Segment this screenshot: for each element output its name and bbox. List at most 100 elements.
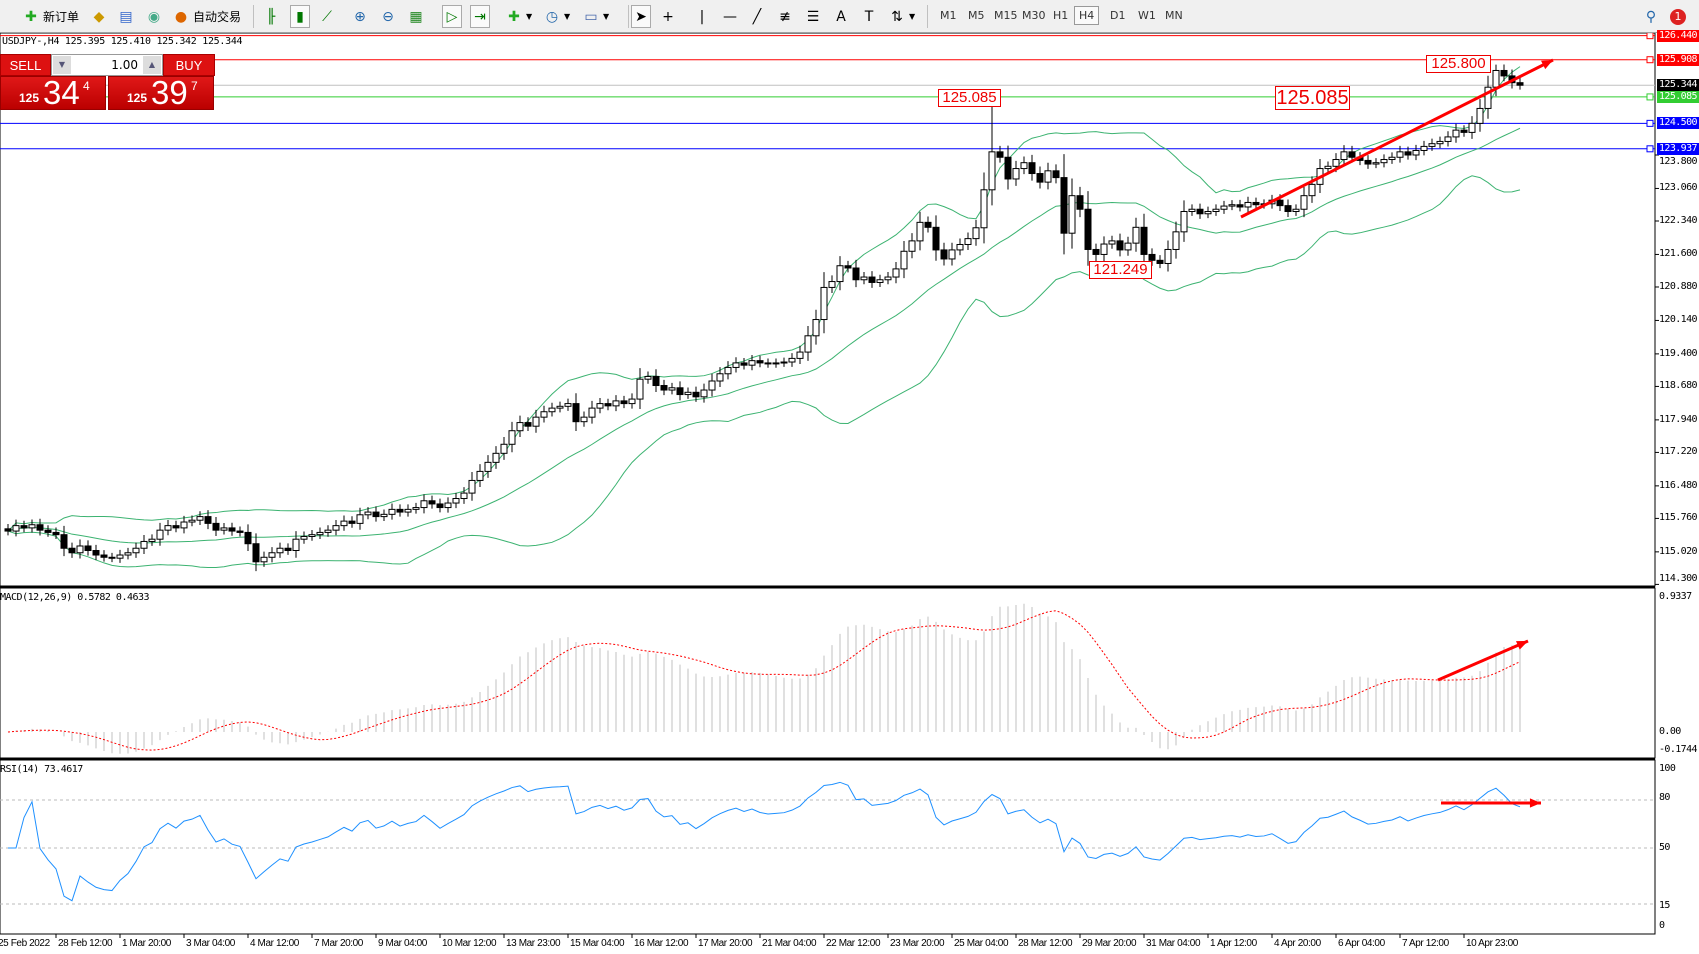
lot-increase-button[interactable]: ▲ — [143, 56, 161, 74]
timeframe-d1[interactable]: D1 — [1110, 9, 1126, 22]
price-annotation[interactable]: 121.249 — [1089, 261, 1152, 279]
signal-button[interactable]: ◉ — [145, 5, 163, 28]
zoom-out-button[interactable]: ⊖ — [379, 5, 397, 28]
bull-candle — [1180, 211, 1188, 233]
templates-button[interactable]: ▭ ▼ — [582, 5, 609, 28]
cursor-icon: ➤ — [635, 8, 647, 25]
timeframe-m15[interactable]: M15 — [994, 9, 1018, 22]
rsi-axis-15: 15 — [1659, 900, 1670, 911]
search-button[interactable]: ⚲ — [1642, 5, 1660, 28]
bull-candle — [1244, 201, 1252, 208]
trendline-button[interactable]: ╱ — [748, 5, 766, 28]
fibonacci-button[interactable]: ≢ — [776, 5, 794, 28]
macd-axis-min: -0.1744 — [1659, 744, 1698, 755]
vertical-line-button[interactable]: | — [693, 5, 711, 28]
bear-candle — [1060, 177, 1068, 234]
pane-frame — [0, 759, 1656, 935]
chart-shift-icon: ⇥ — [474, 8, 486, 25]
bull-candle — [1332, 159, 1340, 167]
line-handle — [1646, 93, 1654, 101]
bull-candle — [636, 378, 644, 400]
bollinger-upper — [7, 66, 1521, 532]
separator — [253, 5, 254, 28]
bear-candle — [1116, 240, 1124, 251]
line-chart-button[interactable]: ⟋ — [318, 5, 336, 28]
auto-trading-button[interactable]: ● 自动交易 — [172, 5, 241, 28]
bear-candle — [756, 360, 764, 364]
lot-decrease-button[interactable]: ▼ — [53, 56, 71, 74]
bull-candle — [596, 403, 604, 409]
auto-trading-label: 自动交易 — [193, 10, 242, 24]
bear-candle — [1036, 173, 1044, 183]
bear-candle — [1348, 151, 1356, 158]
auto-scroll-button[interactable]: ▷ — [442, 5, 462, 28]
line-handle — [1646, 145, 1654, 153]
lot-size-stepper[interactable]: ▼ 1.00 ▲ — [51, 54, 163, 76]
buy-button[interactable]: BUY — [163, 54, 215, 76]
text-icon: A — [836, 8, 846, 25]
bull-candle — [156, 529, 164, 540]
price-annotation[interactable]: 125.800 — [1426, 55, 1491, 73]
timeframe-m5[interactable]: M5 — [968, 9, 985, 22]
horizontal-line-button[interactable]: — — [721, 5, 739, 28]
timeframe-w1[interactable]: W1 — [1138, 9, 1156, 22]
chart-shift-button[interactable]: ⇥ — [470, 5, 490, 28]
bull-candle — [972, 227, 980, 240]
time-axis-label: 21 Mar 04:00 — [762, 938, 817, 949]
price-axis-label: 122.340 — [1659, 214, 1698, 226]
timeframe-m1[interactable]: M1 — [940, 9, 957, 22]
bull-candle — [412, 507, 420, 510]
bull-candle — [1204, 211, 1212, 215]
bear-candle — [36, 524, 44, 531]
price-axis-label: 118.680 — [1659, 380, 1698, 392]
bear-candle — [228, 527, 236, 532]
bull-candle — [788, 357, 796, 363]
lot-size-input[interactable]: 1.00 — [111, 58, 138, 72]
text-button[interactable]: A — [832, 5, 850, 28]
arrows-button[interactable]: ⇅ ▼ — [888, 5, 915, 28]
timeframe-mn[interactable]: MN — [1165, 9, 1183, 22]
periodicity-button[interactable]: ◷ ▼ — [543, 5, 570, 28]
timeframe-h1[interactable]: H1 — [1053, 9, 1069, 22]
bear-candle — [372, 511, 380, 518]
time-axis-label: 1 Mar 20:00 — [122, 938, 171, 949]
bull-candle — [916, 221, 924, 242]
symbol-info: USDJPY-,H4 125.395 125.410 125.342 125.3… — [2, 36, 243, 47]
candlestick-button[interactable]: ▮ — [290, 5, 310, 28]
time-axis-label: 22 Mar 12:00 — [826, 938, 881, 949]
price-annotation[interactable]: 125.085 — [938, 89, 1001, 107]
tile-windows-button[interactable]: ▦ — [407, 5, 425, 28]
zoom-in-button[interactable]: ⊕ — [351, 5, 369, 28]
notifications-button[interactable]: 1 — [1670, 5, 1686, 28]
fibo-fan-button[interactable]: ☰ — [804, 5, 822, 28]
bull-candle — [500, 443, 508, 454]
chart-canvas[interactable] — [0, 33, 1699, 954]
timeframe-m30[interactable]: M30 — [1022, 9, 1046, 22]
line-handle — [1646, 33, 1654, 40]
timeframe-h4[interactable]: H4 — [1074, 6, 1100, 25]
bull-candle — [140, 540, 148, 549]
bear-candle — [764, 362, 772, 365]
bull-candle — [508, 430, 516, 445]
arrow-head-icon — [1529, 798, 1541, 808]
indicators-button[interactable]: ✚ ▼ — [505, 5, 532, 28]
bull-candle — [300, 535, 308, 540]
bull-candle — [12, 525, 20, 532]
bull-candle — [332, 525, 340, 531]
crosshair-button[interactable]: + — [659, 5, 677, 28]
buy-price[interactable]: 125 39 7 — [108, 74, 214, 111]
price-annotation[interactable]: 125.085 — [1275, 86, 1350, 110]
sell-price[interactable]: 125 34 4 — [0, 74, 106, 111]
bear-candle — [1196, 208, 1204, 215]
text-label-button[interactable]: T — [860, 5, 878, 28]
sell-button[interactable]: SELL — [0, 54, 51, 76]
terminal-button[interactable]: ▤ — [117, 5, 135, 28]
new-order-button[interactable]: ✚ 新订单 — [22, 5, 79, 28]
cursor-button[interactable]: ➤ — [631, 5, 651, 28]
gold-button[interactable]: ◆ — [90, 5, 108, 28]
time-axis-label: 25 Feb 2022 — [0, 938, 50, 949]
trend-arrow — [1437, 639, 1529, 682]
separator — [628, 5, 629, 28]
bull-candle — [1468, 122, 1476, 133]
bar-chart-button[interactable]: ╟ — [262, 5, 280, 28]
